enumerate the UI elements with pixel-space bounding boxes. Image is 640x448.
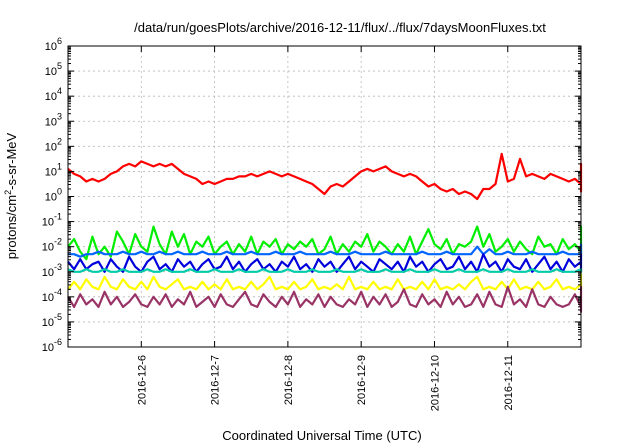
- series-line-7: [67, 285, 583, 313]
- x-axis-label: Coordinated Universal Time (UTC): [222, 428, 421, 443]
- y-tick-label: 10-1: [42, 212, 62, 229]
- y-tick-label: 10-3: [42, 262, 62, 279]
- x-tick-label: 2016-12-10: [429, 355, 441, 411]
- series-group: [67, 152, 583, 313]
- y-tick-label: 106: [45, 36, 62, 53]
- y-tick-label: 100: [45, 187, 62, 204]
- series-line-6: [67, 273, 583, 291]
- chart-title: /data/run/goesPlots/archive/2016-12-11/f…: [134, 20, 546, 35]
- x-tick-label: 2016-12-9: [356, 355, 368, 405]
- y-tick-label: 101: [45, 161, 62, 178]
- y-tick-label: 10-4: [42, 287, 62, 304]
- x-tick-label: 2016-12-7: [210, 355, 222, 405]
- y-tick-label: 105: [45, 61, 62, 78]
- y-axis-label-rest: -s-sr-MeV: [4, 132, 19, 189]
- y-tick-label: 104: [45, 86, 62, 103]
- y-tick-label: 103: [45, 111, 62, 128]
- x-tick-label: 2016-12-11: [503, 355, 515, 410]
- y-tick-label: 10-5: [42, 312, 62, 329]
- grid-lines: [68, 46, 581, 347]
- y-axis-label-base: protons/cm: [4, 195, 19, 259]
- y-tick-label: 102: [45, 136, 62, 153]
- y-tick-label: 10-2: [42, 237, 62, 254]
- x-tick-label: 2016-12-8: [283, 355, 295, 405]
- x-axis-ticks: 2016-12-6 2016-12-7 2016-12-8 2016-12-9 2016…: [136, 46, 515, 411]
- y-axis-label-sup: 2: [3, 190, 13, 195]
- y-axis-ticks: 10-6 10-5 10-4 10-3 10-2 10-1 100 101 102 103 104 1…: [42, 36, 581, 354]
- series-line-1: [67, 152, 583, 201]
- y-axis-label: protons/cm2-s-sr-MeV: [3, 132, 19, 259]
- series-line-5: [67, 268, 583, 273]
- y-tick-label: 10-6: [42, 337, 62, 354]
- x-tick-label: 2016-12-6: [136, 355, 148, 405]
